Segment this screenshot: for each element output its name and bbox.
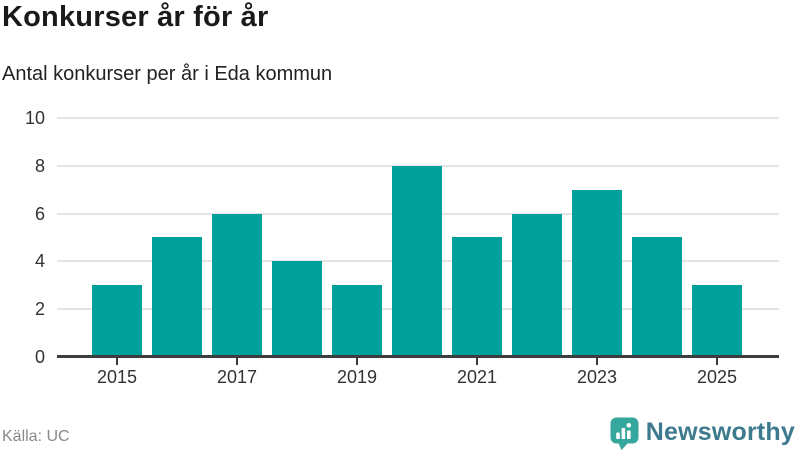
bar: [572, 190, 622, 357]
bar: [152, 237, 202, 357]
bar: [92, 285, 142, 357]
newsworthy-icon: [610, 417, 639, 450]
y-tick-label: 0: [34, 347, 45, 367]
x-tick: [716, 358, 718, 365]
y-tick-label: 6: [34, 204, 45, 224]
x-tick-label: 2023: [576, 367, 618, 387]
bar: [692, 285, 742, 357]
x-tick: [236, 358, 238, 365]
source-label: Källa: UC: [2, 428, 70, 445]
y-tick-label: 2: [34, 299, 45, 319]
grid-line: [57, 117, 779, 119]
x-tick: [476, 358, 478, 365]
x-tick-label: 2017: [216, 367, 258, 387]
x-tick-label: 2025: [696, 367, 738, 387]
x-tick: [596, 358, 598, 365]
x-tick: [116, 358, 118, 365]
y-tick-label: 8: [34, 156, 45, 176]
bar: [272, 261, 322, 357]
bar: [632, 237, 682, 357]
page-title: Konkurser år för år: [2, 1, 269, 33]
bar: [452, 237, 502, 357]
x-tick-label: 2021: [456, 367, 498, 387]
brand-text: Newsworthy: [645, 418, 795, 446]
chart-subtitle: Antal konkurser per år i Eda kommun: [2, 63, 333, 85]
x-tick-label: 2019: [336, 367, 378, 387]
x-tick-label: 2015: [96, 367, 138, 387]
bar: [392, 166, 442, 357]
bar: [212, 214, 262, 357]
newsworthy-logo: Newsworthy: [610, 416, 795, 450]
bar: [512, 214, 562, 357]
bar: [332, 285, 382, 357]
x-tick: [356, 358, 358, 365]
y-tick-label: 4: [34, 251, 45, 271]
x-axis-line: [57, 355, 779, 358]
y-tick-label: 10: [24, 108, 45, 128]
